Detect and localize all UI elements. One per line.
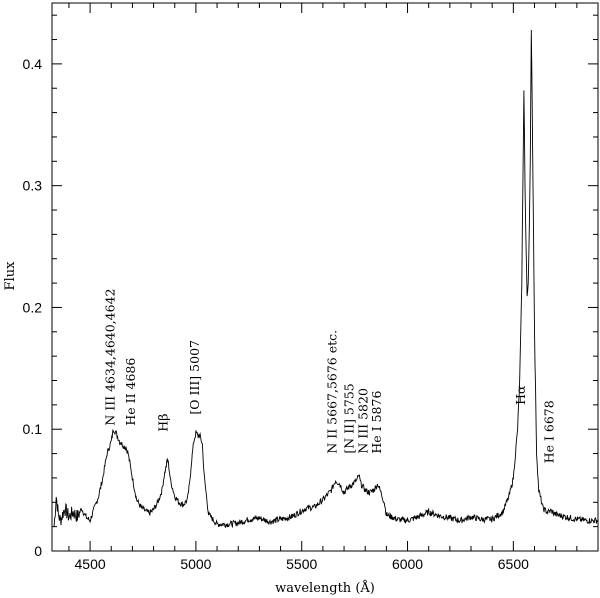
axis-ticks (52, 3, 599, 552)
line-annotation: Hα (513, 385, 528, 405)
y-tick-label: 0.2 (23, 299, 43, 315)
line-annotation: He I 6678 (542, 400, 557, 463)
x-tick-label: 4500 (75, 556, 106, 572)
line-annotation: He I 5876 (369, 391, 384, 454)
y-tick-label: 0.4 (23, 56, 43, 72)
line-annotation: [N II] 5755 (342, 383, 357, 453)
x-tick-label: 6000 (392, 556, 423, 572)
y-tick-label: 0.3 (23, 178, 43, 194)
spectrum-series (53, 29, 599, 529)
line-annotation: N III 5820 (355, 388, 370, 454)
x-tick-label: 5000 (180, 556, 211, 572)
line-annotation: N III 4634,4640,4642 (102, 289, 117, 426)
line-annotation: [O III] 5007 (187, 340, 202, 415)
x-tick-label: 5500 (286, 556, 317, 572)
plot-frame (51, 2, 599, 552)
line-annotation: He II 4686 (123, 358, 138, 426)
y-axis-label: Flux (3, 261, 18, 291)
spectrum-line (53, 29, 599, 529)
y-tick-label: 0 (34, 543, 42, 559)
line-annotation: Hβ (155, 414, 170, 432)
x-tick-label: 6500 (498, 556, 529, 572)
line-annotations: N III 4634,4640,4642 He II 4686 Hβ [O III] … (102, 289, 556, 464)
y-tick-label: 0.1 (23, 421, 43, 437)
line-annotation: N II 5667,5676 etc. (325, 330, 340, 454)
axis-tick-labels: 4500 5000 5500 6000 6500 0 0.1 0.2 0.3 0.4 (23, 56, 530, 572)
x-axis-label: wavelength (Å) (275, 580, 375, 596)
